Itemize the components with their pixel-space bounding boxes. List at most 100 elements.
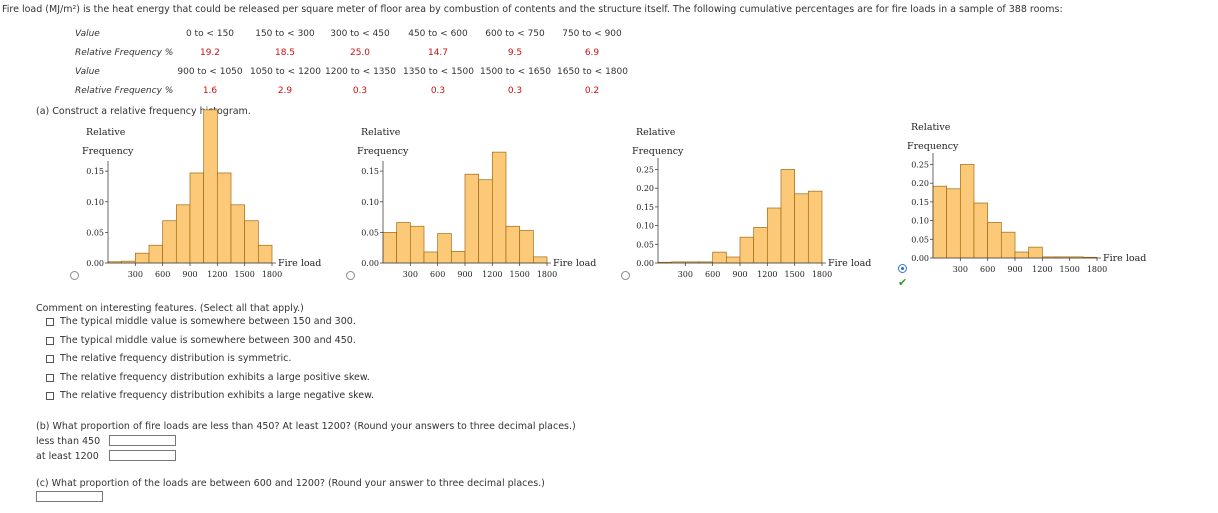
histogram-bar xyxy=(134,252,150,264)
histogram-bar xyxy=(946,188,961,259)
histogram-bar xyxy=(794,193,809,264)
x-tick-label: 1500 xyxy=(784,270,804,279)
checkbox[interactable] xyxy=(46,336,54,345)
y-tick-label: 0.25 xyxy=(636,165,654,174)
x-tick-label: 300 xyxy=(128,270,143,279)
comment-option[interactable]: The typical middle value is somewhere be… xyxy=(46,316,356,327)
histogram-option-4-radio[interactable] xyxy=(898,264,907,273)
at-least-input[interactable] xyxy=(109,450,176,461)
histogram-bar xyxy=(491,151,507,264)
y-tick-label: 0.00 xyxy=(361,259,379,268)
x-tick-label: 1800 xyxy=(537,270,557,279)
histogram-bar xyxy=(203,109,218,264)
comment-option-label: The relative frequency distribution is s… xyxy=(60,353,292,364)
x-tick-label: 900 xyxy=(732,270,747,279)
histogram-option-2-radio[interactable] xyxy=(346,271,355,280)
y-tick-label: 0.10 xyxy=(911,217,929,226)
table-freq-cell: 18.5 xyxy=(274,48,296,58)
histogram-bar xyxy=(437,233,452,264)
histogram-option-1: Relative Frequency 0.00 0.05 0.10 0.15 300 600 9… xyxy=(82,109,321,279)
table-value-cell: 1500 to < 1650 xyxy=(480,67,551,77)
histogram-bar xyxy=(230,204,246,264)
table-value-cell: 300 to < 450 xyxy=(330,29,390,39)
histogram-bar xyxy=(959,164,975,259)
histogram-bar xyxy=(423,251,439,264)
y-tick-label: 0.25 xyxy=(911,160,929,169)
at-least-label: at least 1200 xyxy=(36,451,99,462)
x-tick-label: 1200 xyxy=(482,270,502,279)
y-tick-label: 0.15 xyxy=(86,167,104,176)
y-tick-label: 0.05 xyxy=(86,228,104,237)
checkbox[interactable] xyxy=(46,317,54,326)
y-axis-label: Relative xyxy=(86,127,126,138)
histogram-bar xyxy=(450,251,466,264)
x-tick-label: 1800 xyxy=(1087,265,1107,274)
y-axis-label: Frequency xyxy=(82,146,134,157)
histogram-bar xyxy=(712,251,727,264)
histogram-bar xyxy=(505,225,521,264)
y-tick-label: 0.15 xyxy=(636,203,654,212)
y-tick-label: 0.05 xyxy=(361,228,379,237)
x-tick-label: 1500 xyxy=(1059,265,1079,274)
histogram-bar xyxy=(1014,251,1030,259)
table-value-cell: 750 to < 900 xyxy=(562,29,622,39)
y-axis-label: Relative xyxy=(911,122,951,133)
table-value-cell: 1350 to < 1500 xyxy=(403,67,474,77)
y-tick-label: 0.00 xyxy=(911,254,929,263)
table-value-label: Value xyxy=(75,67,100,77)
histogram-bar xyxy=(409,225,425,264)
x-axis-label: Fire load xyxy=(553,258,596,269)
y-tick-label: 0.00 xyxy=(636,259,654,268)
y-tick-label: 0.10 xyxy=(361,198,379,207)
part-b-prompt: (b) What proportion of fire loads are le… xyxy=(36,421,576,432)
histogram-bar xyxy=(753,227,768,264)
table-freq-cell: 6.9 xyxy=(584,48,600,58)
checkbox[interactable] xyxy=(46,391,54,400)
y-axis-label: Frequency xyxy=(357,146,409,157)
checkbox[interactable] xyxy=(46,354,54,363)
histogram-bar xyxy=(766,207,782,264)
histogram-option-2: Relative Frequency 0.00 0.05 0.10 0.15 300 600 9… xyxy=(357,127,596,279)
histogram-option-3-radio[interactable] xyxy=(621,271,630,280)
table-freq-cell: 1.6 xyxy=(202,86,218,96)
x-tick-label: 600 xyxy=(155,270,170,279)
x-tick-label: 1200 xyxy=(207,270,227,279)
comment-option-label: The typical middle value is somewhere be… xyxy=(60,316,356,327)
part-c-prompt: (c) What proportion of the loads are bet… xyxy=(36,478,545,489)
x-tick-label: 600 xyxy=(705,270,720,279)
y-tick-label: 0.20 xyxy=(636,184,654,193)
x-tick-label: 300 xyxy=(403,270,418,279)
table-rf-label: Relative Frequency % xyxy=(75,48,174,58)
comment-option[interactable]: The relative frequency distribution exhi… xyxy=(46,390,374,401)
y-tick-label: 0.10 xyxy=(86,198,104,207)
table-value-cell: 150 to < 300 xyxy=(255,29,315,39)
between-input[interactable] xyxy=(36,491,103,502)
y-tick-label: 0.15 xyxy=(361,167,379,176)
x-tick-label: 1500 xyxy=(509,270,529,279)
comment-option[interactable]: The relative frequency distribution is s… xyxy=(46,353,291,364)
x-tick-label: 1800 xyxy=(262,270,282,279)
x-tick-label: 1200 xyxy=(1032,265,1052,274)
less-than-label: less than 450 xyxy=(36,436,101,447)
histogram-option-1-radio[interactable] xyxy=(70,271,79,280)
histogram-bar xyxy=(973,202,989,259)
histogram-option-3: Relative Frequency 0.00 0.05 0.10 0.15 0.20 0.2… xyxy=(632,127,871,279)
comment-option[interactable]: The relative frequency distribution exhi… xyxy=(46,372,370,383)
y-tick-label: 0.15 xyxy=(911,198,929,207)
histogram-bar xyxy=(1000,231,1016,259)
histogram-bar xyxy=(464,173,480,264)
comment-option[interactable]: The typical middle value is somewhere be… xyxy=(46,335,356,346)
checkbox[interactable] xyxy=(46,373,54,382)
table-value-cell: 1200 to < 1350 xyxy=(325,67,396,77)
table-rf-label: Relative Frequency % xyxy=(75,86,174,96)
y-axis-label: Frequency xyxy=(632,146,684,157)
table-freq-cell: 19.2 xyxy=(199,48,221,58)
x-axis-label: Fire load xyxy=(828,258,871,269)
table-freq-cell: 9.5 xyxy=(507,48,523,58)
y-axis-label: Relative xyxy=(636,127,676,138)
x-tick-label: 1500 xyxy=(234,270,254,279)
correct-check-icon: ✔ xyxy=(898,276,908,289)
x-tick-label: 900 xyxy=(1007,265,1022,274)
less-than-input[interactable] xyxy=(109,435,176,446)
x-tick-label: 600 xyxy=(430,270,445,279)
